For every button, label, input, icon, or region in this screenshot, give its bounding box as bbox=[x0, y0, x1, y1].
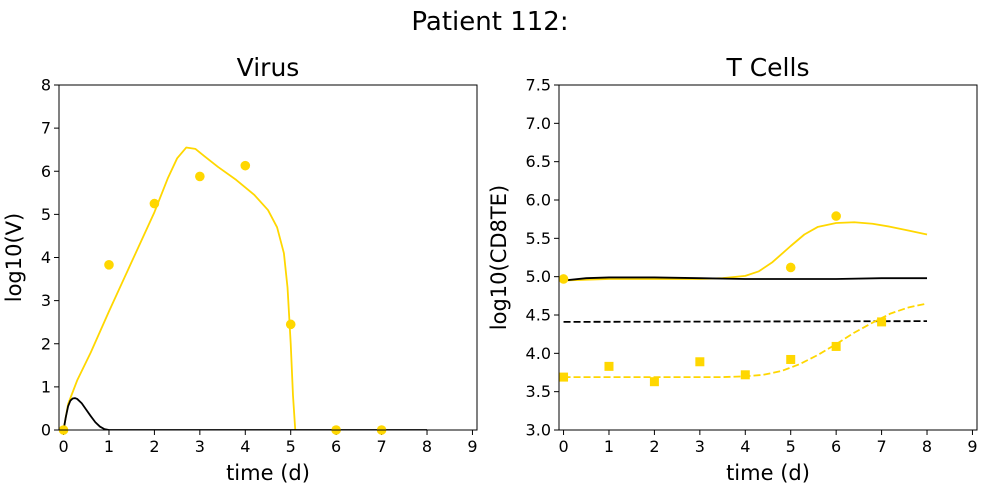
x-tick-label: 3 bbox=[695, 437, 705, 456]
x-tick-label: 9 bbox=[467, 437, 477, 456]
virus-panel: Virus time (d) log10(V) 0 1 2 3 4 5 6 7 8 9 0 1 2 3 4 5 6 7 8 bbox=[2, 53, 478, 485]
x-tick-label: 4 bbox=[240, 437, 250, 456]
data-point-square bbox=[604, 361, 614, 371]
data-point-square bbox=[559, 372, 569, 382]
x-tick-label: 5 bbox=[786, 437, 796, 456]
x-tick-label: 4 bbox=[740, 437, 750, 456]
x-tick-label: 2 bbox=[149, 437, 159, 456]
y-tick-label: 5.0 bbox=[526, 267, 551, 286]
x-tick-label: 7 bbox=[376, 437, 386, 456]
y-tick-label: 4 bbox=[41, 248, 51, 267]
plot-frame bbox=[558, 84, 978, 431]
y-tick-label: 4.0 bbox=[526, 344, 551, 363]
y-tick-label: 2 bbox=[41, 334, 51, 353]
x-tick-label: 1 bbox=[104, 437, 114, 456]
data-point-circle bbox=[240, 160, 251, 171]
panel-title: Virus bbox=[237, 53, 300, 82]
data-point-circle bbox=[558, 274, 569, 284]
y-tick-label: 1 bbox=[41, 377, 51, 396]
data-point-circle bbox=[831, 211, 841, 221]
y-tick-label: 3.0 bbox=[526, 421, 551, 440]
series-group bbox=[62, 146, 428, 430]
y-tick-label: 7.5 bbox=[526, 76, 551, 95]
x-tick-label: 1 bbox=[604, 437, 614, 456]
y-tick-label: 4.5 bbox=[526, 306, 551, 325]
x-tick-label: 3 bbox=[195, 437, 205, 456]
series-group bbox=[563, 221, 928, 379]
data-point-square bbox=[831, 341, 841, 351]
series-line-0 bbox=[563, 221, 928, 282]
data-point-circle bbox=[104, 260, 114, 270]
data-point-circle bbox=[195, 171, 205, 182]
y-tick-label: 5 bbox=[41, 205, 51, 224]
series-line-1 bbox=[563, 276, 928, 282]
x-axis-label: time (d) bbox=[726, 461, 810, 485]
x-tick-label: 5 bbox=[286, 437, 296, 456]
series-line-0 bbox=[62, 146, 297, 430]
series-line-3 bbox=[563, 302, 928, 379]
panel-title: T Cells bbox=[726, 53, 810, 82]
data-point-square bbox=[740, 370, 750, 380]
data-point-square bbox=[877, 317, 887, 327]
y-tick-label: 6.5 bbox=[526, 152, 551, 171]
x-tick-label: 8 bbox=[422, 437, 432, 456]
data-point-circle bbox=[785, 262, 796, 273]
plot-frame bbox=[58, 84, 478, 431]
x-tick-label: 9 bbox=[967, 437, 977, 456]
y-tick-label: 3 bbox=[41, 291, 51, 310]
y-tick-label: 6.0 bbox=[526, 191, 551, 210]
data-point-circle bbox=[285, 319, 296, 330]
y-axis-label: log10(V) bbox=[2, 213, 26, 303]
y-tick-label: 0 bbox=[41, 421, 51, 440]
x-tick-label: 6 bbox=[831, 437, 841, 456]
data-point-square bbox=[695, 357, 705, 367]
y-tick-label: 8 bbox=[41, 76, 51, 95]
series-line-1 bbox=[62, 397, 428, 430]
data-point-square bbox=[649, 377, 659, 387]
data-point-square bbox=[786, 354, 796, 364]
y-tick-label: 6 bbox=[41, 162, 51, 181]
x-axis-label: time (d) bbox=[226, 461, 310, 485]
y-tick-label: 3.5 bbox=[526, 382, 551, 401]
x-tick-label: 7 bbox=[876, 437, 886, 456]
data-point-circle bbox=[149, 198, 160, 209]
x-tick-label: 0 bbox=[58, 437, 68, 456]
x-tick-label: 8 bbox=[922, 437, 932, 456]
tcells-panel: T Cells time (d) log10(CD8TE) 0 1 2 3 4 5 6 7 8 9 3.0… bbox=[487, 53, 978, 485]
figure-title: Patient 112: bbox=[411, 7, 568, 37]
x-tick-label: 2 bbox=[649, 437, 659, 456]
y-tick-label: 7 bbox=[41, 119, 51, 138]
series-line-2 bbox=[563, 320, 928, 323]
y-axis-label: log10(CD8TE) bbox=[487, 185, 511, 330]
x-tick-label: 0 bbox=[558, 437, 568, 456]
x-tick-label: 6 bbox=[331, 437, 341, 456]
y-tick-label: 5.5 bbox=[526, 229, 551, 248]
y-tick-label: 7.0 bbox=[526, 114, 551, 133]
